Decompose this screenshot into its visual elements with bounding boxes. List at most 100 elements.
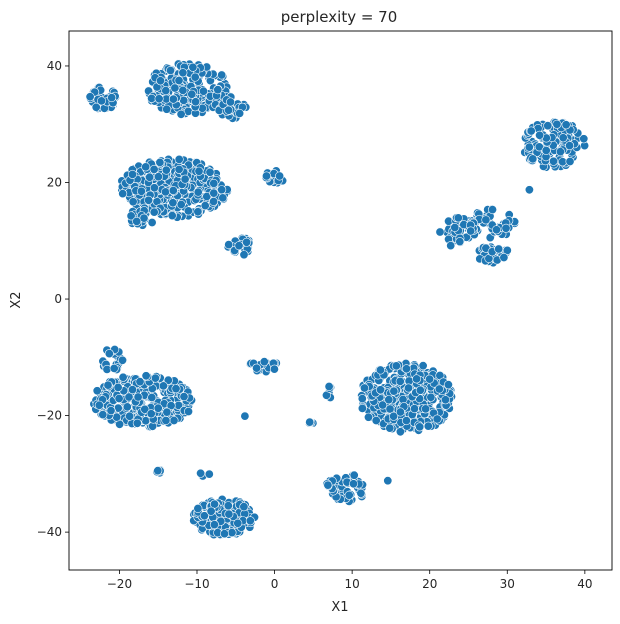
scatter-point — [579, 134, 589, 144]
scatter-point — [218, 193, 228, 203]
scatter-point — [426, 392, 436, 402]
scatter-point — [395, 427, 405, 437]
scatter-point — [112, 412, 122, 422]
scatter-point — [153, 403, 163, 413]
scatter-point — [188, 62, 198, 72]
scatter-point — [174, 154, 184, 164]
scatter-point — [184, 406, 194, 416]
scatter-point — [161, 165, 171, 175]
scatter-point — [114, 393, 124, 403]
scatter-point — [245, 516, 255, 526]
scatter-point — [555, 147, 565, 157]
scatter-point — [150, 373, 160, 383]
scatter-point — [348, 479, 358, 489]
chart-title: perplexity = 70 — [281, 8, 398, 26]
scatter-point — [178, 68, 188, 78]
scatter-point — [217, 70, 227, 80]
scatter-point — [363, 412, 373, 422]
scatter-point — [375, 385, 385, 395]
scatter-point — [141, 371, 151, 381]
x-tick-label: 20 — [422, 577, 437, 591]
scatter-point — [168, 186, 178, 196]
scatter-point — [446, 241, 456, 251]
scatter-point — [359, 383, 369, 393]
scatter-point — [378, 400, 388, 410]
scatter-point — [403, 383, 413, 393]
scatter-point — [213, 85, 223, 95]
scatter-point — [535, 130, 545, 140]
scatter-point — [161, 187, 171, 197]
scatter-point — [133, 392, 143, 402]
scatter-point — [357, 403, 367, 413]
scatter-point — [552, 119, 562, 129]
scatter-point — [128, 197, 138, 207]
scatter-point — [524, 142, 534, 152]
scatter-point — [193, 503, 203, 513]
scatter-point — [453, 213, 463, 223]
scatter-point — [401, 364, 411, 374]
scatter-point — [118, 355, 128, 365]
scatter-point — [435, 227, 445, 237]
scatter-point — [349, 470, 359, 480]
scatter-point — [395, 407, 405, 417]
scatter-point — [209, 188, 219, 198]
scatter-point — [252, 363, 262, 373]
x-axis-label: X1 — [331, 600, 348, 615]
scatter-point — [384, 395, 394, 405]
scatter-point — [153, 172, 163, 182]
scatter-point — [168, 94, 178, 104]
y-tick-label: 0 — [54, 292, 62, 306]
scatter-point — [344, 490, 354, 500]
scatter-point — [323, 480, 333, 490]
x-tick-label: 30 — [500, 577, 515, 591]
y-tick-label: −20 — [37, 409, 62, 423]
scatter-point — [118, 372, 128, 382]
y-tick-label: 20 — [47, 176, 62, 190]
scatter-point — [204, 469, 214, 479]
scatter-point — [357, 394, 367, 404]
scatter-point — [227, 528, 237, 538]
scatter-point — [239, 250, 249, 260]
scatter-point — [455, 237, 465, 247]
scatter-point — [176, 200, 186, 210]
y-tick-label: −40 — [37, 525, 62, 539]
scatter-point — [434, 384, 444, 394]
scatter-point — [180, 174, 190, 184]
scatter-point — [409, 404, 419, 414]
scatter-point — [146, 409, 156, 419]
scatter-point — [141, 162, 151, 172]
scatter-point — [132, 216, 142, 226]
scatter-point — [113, 382, 123, 392]
scatter-point — [97, 96, 107, 106]
scatter-point — [383, 476, 393, 486]
scatter-point — [191, 97, 201, 107]
scatter-point — [524, 185, 534, 195]
scatter-point — [140, 404, 150, 414]
scatter-point — [217, 185, 227, 195]
scatter-point — [141, 416, 151, 426]
x-tick-label: −20 — [107, 577, 132, 591]
scatter-point — [149, 164, 159, 174]
scatter-point — [220, 529, 230, 539]
scatter-point — [224, 105, 234, 115]
scatter-point — [389, 411, 399, 421]
scatter-point — [206, 506, 216, 516]
scatter-point — [209, 178, 219, 188]
scatter-point — [162, 407, 172, 417]
scatter-point — [166, 401, 176, 411]
y-axis-label: X2 — [9, 291, 24, 308]
scatter-point — [167, 211, 177, 221]
scatter-point — [126, 211, 136, 221]
scatter-point — [526, 126, 536, 136]
scatter-point — [356, 488, 366, 498]
x-axis-ticks: −20 −10 0 10 20 30 40 — [107, 570, 592, 591]
scatter-point — [395, 376, 405, 386]
scatter-point — [432, 414, 442, 424]
scatter-point — [541, 146, 551, 156]
scatter-point — [161, 86, 171, 96]
scatter-point — [261, 171, 271, 181]
scatter-point — [136, 186, 146, 196]
scatter-point — [193, 207, 203, 217]
x-tick-label: 40 — [577, 577, 592, 591]
scatter-point — [440, 395, 450, 405]
